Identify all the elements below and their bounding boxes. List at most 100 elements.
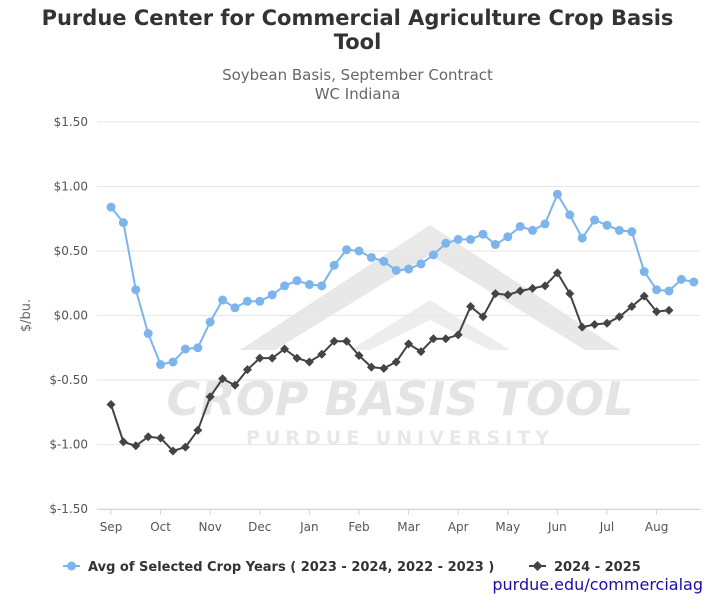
current-data-point[interactable] [379, 363, 389, 373]
avg-data-point[interactable] [255, 296, 265, 306]
current-data-point[interactable] [230, 380, 240, 390]
current-data-point[interactable] [329, 336, 339, 346]
current-data-point[interactable] [292, 353, 302, 363]
current-data-point[interactable] [602, 318, 612, 328]
current-data-point[interactable] [466, 301, 476, 311]
current-data-point[interactable] [577, 322, 587, 332]
avg-data-point[interactable] [627, 227, 637, 237]
avg-data-point[interactable] [354, 246, 364, 256]
current-data-point[interactable] [342, 336, 352, 346]
current-data-point[interactable] [180, 442, 190, 452]
current-data-point[interactable] [131, 441, 141, 451]
avg-data-point[interactable] [304, 280, 314, 290]
avg-data-point[interactable] [428, 250, 438, 260]
current-data-point[interactable] [540, 281, 550, 291]
avg-data-point[interactable] [168, 357, 178, 367]
avg-data-point[interactable] [565, 210, 575, 220]
y-tick-label: $0.50 [54, 244, 88, 258]
current-data-point[interactable] [143, 432, 153, 442]
current-data-point[interactable] [205, 392, 215, 402]
avg-data-point[interactable] [453, 234, 463, 244]
current-data-point[interactable] [354, 350, 364, 360]
current-data-point[interactable] [280, 344, 290, 354]
current-data-point[interactable] [478, 312, 488, 322]
current-data-point[interactable] [528, 283, 538, 293]
series-layer [106, 189, 699, 456]
avg-data-point[interactable] [590, 215, 600, 225]
current-data-point[interactable] [304, 357, 314, 367]
avg-data-point[interactable] [218, 295, 228, 305]
current-data-point[interactable] [565, 289, 575, 299]
avg-data-point[interactable] [466, 234, 476, 244]
current-data-point[interactable] [267, 353, 277, 363]
avg-data-point[interactable] [317, 281, 327, 291]
avg-data-point[interactable] [614, 225, 624, 235]
avg-data-point[interactable] [230, 303, 240, 313]
avg-data-point[interactable] [366, 252, 376, 262]
legend-item-2024-2025[interactable]: 2024 - 2025 [529, 560, 641, 575]
avg-data-point[interactable] [342, 245, 352, 255]
avg-data-point[interactable] [391, 265, 401, 275]
avg-data-point[interactable] [552, 189, 562, 199]
avg-data-point[interactable] [664, 286, 674, 296]
avg-data-point[interactable] [242, 296, 252, 306]
current-data-point[interactable] [255, 353, 265, 363]
current-data-point[interactable] [416, 347, 426, 357]
avg-data-point[interactable] [639, 267, 649, 277]
avg-data-point[interactable] [602, 220, 612, 230]
avg-data-point[interactable] [329, 260, 339, 270]
current-data-point[interactable] [441, 334, 451, 344]
current-data-point[interactable] [391, 357, 401, 367]
current-data-point[interactable] [428, 334, 438, 344]
current-data-point[interactable] [156, 433, 166, 443]
avg-data-point[interactable] [180, 344, 190, 354]
current-data-point[interactable] [590, 320, 600, 330]
avg-data-point[interactable] [528, 225, 538, 235]
avg-data-point[interactable] [118, 218, 128, 228]
current-data-point[interactable] [242, 365, 252, 375]
avg-data-point[interactable] [106, 202, 116, 212]
avg-data-point[interactable] [577, 233, 587, 243]
current-data-point[interactable] [193, 425, 203, 435]
avg-data-point[interactable] [478, 229, 488, 239]
current-data-point[interactable] [627, 301, 637, 311]
current-data-point[interactable] [366, 362, 376, 372]
avg-data-point[interactable] [280, 281, 290, 291]
avg-data-point[interactable] [404, 264, 414, 274]
avg-data-point[interactable] [490, 240, 500, 250]
avg-data-point[interactable] [143, 329, 153, 339]
avg-data-point[interactable] [540, 219, 550, 229]
avg-data-point[interactable] [689, 277, 699, 287]
current-data-point[interactable] [652, 307, 662, 317]
avg-data-point[interactable] [292, 276, 302, 286]
credit-link[interactable]: purdue.edu/commercialag [492, 575, 703, 594]
legend-item-avg[interactable]: Avg of Selected Crop Years ( 2023 - 2024… [63, 560, 494, 575]
y-axis-label: $/bu. [19, 299, 34, 332]
current-data-point[interactable] [515, 286, 525, 296]
current-data-point[interactable] [453, 330, 463, 340]
current-data-point[interactable] [639, 291, 649, 301]
current-data-point[interactable] [490, 289, 500, 299]
avg-data-point[interactable] [205, 317, 215, 327]
current-data-point[interactable] [614, 312, 624, 322]
current-data-point[interactable] [317, 349, 327, 359]
avg-data-point[interactable] [503, 232, 513, 242]
current-data-point[interactable] [118, 437, 128, 447]
avg-data-point[interactable] [156, 360, 166, 370]
current-data-point[interactable] [168, 446, 178, 456]
avg-data-point[interactable] [515, 221, 525, 231]
avg-data-point[interactable] [379, 256, 389, 266]
avg-data-point[interactable] [676, 274, 686, 284]
current-data-point[interactable] [218, 374, 228, 384]
avg-data-point[interactable] [193, 343, 203, 353]
current-data-point[interactable] [503, 290, 513, 300]
current-data-point[interactable] [664, 305, 674, 315]
avg-data-point[interactable] [652, 285, 662, 295]
avg-data-point[interactable] [131, 285, 141, 295]
current-data-point[interactable] [552, 268, 562, 278]
current-data-point[interactable] [106, 400, 116, 410]
avg-data-point[interactable] [416, 259, 426, 269]
current-data-point[interactable] [404, 339, 414, 349]
avg-data-point[interactable] [267, 290, 277, 300]
avg-data-point[interactable] [441, 238, 451, 248]
